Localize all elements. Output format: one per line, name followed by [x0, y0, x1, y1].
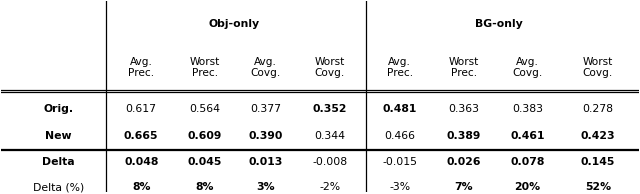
Text: 0.389: 0.389 [447, 131, 481, 141]
Text: -2%: -2% [319, 182, 340, 192]
Text: BG-only: BG-only [475, 19, 523, 29]
Text: 0.026: 0.026 [447, 157, 481, 167]
Text: New: New [45, 131, 72, 141]
Text: 0.045: 0.045 [188, 157, 222, 167]
Text: 0.481: 0.481 [383, 104, 417, 114]
Text: Worst
Prec.: Worst Prec. [190, 57, 220, 78]
Text: Avg.
Covg.: Avg. Covg. [251, 57, 281, 78]
Text: -0.008: -0.008 [312, 157, 347, 167]
Text: Obj-only: Obj-only [208, 19, 259, 29]
Text: 0.461: 0.461 [510, 131, 545, 141]
Text: 0.145: 0.145 [580, 157, 615, 167]
Text: 0.344: 0.344 [314, 131, 345, 141]
Text: Avg.
Covg.: Avg. Covg. [513, 57, 543, 78]
Text: 0.617: 0.617 [125, 104, 157, 114]
Text: 0.609: 0.609 [188, 131, 222, 141]
Text: 0.466: 0.466 [385, 131, 415, 141]
Text: 0.390: 0.390 [248, 131, 283, 141]
Text: 8%: 8% [196, 182, 214, 192]
Text: 7%: 7% [454, 182, 473, 192]
Text: -3%: -3% [389, 182, 410, 192]
Text: 8%: 8% [132, 182, 150, 192]
Text: 0.078: 0.078 [510, 157, 545, 167]
Text: Avg.
Prec.: Avg. Prec. [128, 57, 154, 78]
Text: Worst
Prec.: Worst Prec. [449, 57, 479, 78]
Text: -0.015: -0.015 [382, 157, 417, 167]
Text: Avg.
Prec.: Avg. Prec. [387, 57, 413, 78]
Text: Worst
Covg.: Worst Covg. [314, 57, 345, 78]
Text: 0.278: 0.278 [582, 104, 613, 114]
Text: 52%: 52% [585, 182, 611, 192]
Text: 0.048: 0.048 [124, 157, 158, 167]
Text: Delta (%): Delta (%) [33, 182, 84, 192]
Text: 0.564: 0.564 [189, 104, 221, 114]
Text: 3%: 3% [257, 182, 275, 192]
Text: 0.423: 0.423 [580, 131, 615, 141]
Text: 0.383: 0.383 [512, 104, 543, 114]
Text: 20%: 20% [515, 182, 541, 192]
Text: Orig.: Orig. [43, 104, 73, 114]
Text: Delta: Delta [42, 157, 74, 167]
Text: 0.665: 0.665 [124, 131, 159, 141]
Text: 0.352: 0.352 [312, 104, 347, 114]
Text: 0.363: 0.363 [448, 104, 479, 114]
Text: 0.013: 0.013 [248, 157, 283, 167]
Text: Worst
Covg.: Worst Covg. [582, 57, 613, 78]
Text: 0.377: 0.377 [250, 104, 281, 114]
